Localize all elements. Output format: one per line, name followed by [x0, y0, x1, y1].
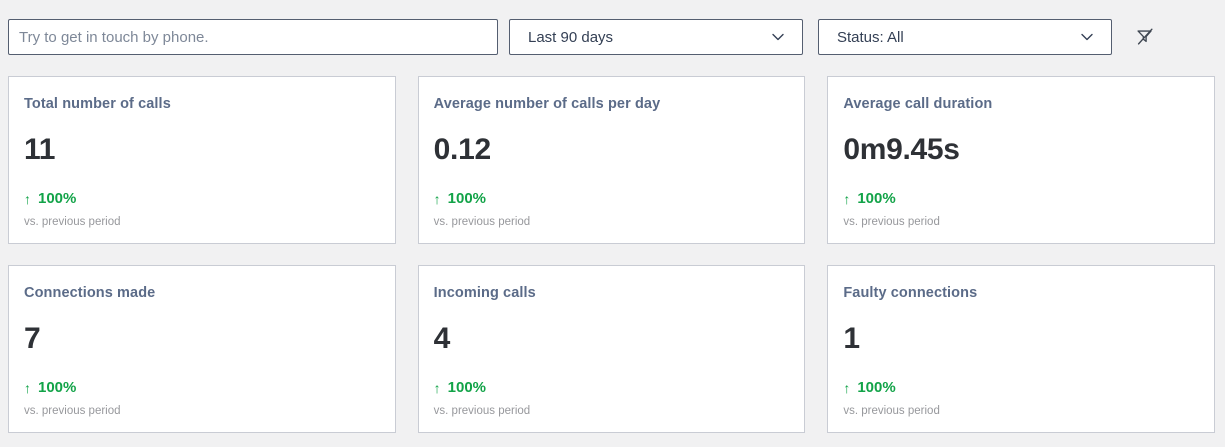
trend-up-arrow-icon: ↑ — [843, 190, 851, 207]
comparison-label: vs. previous period — [843, 405, 940, 417]
trend-value: 100% — [38, 379, 77, 396]
clear-filters-button[interactable] — [1131, 23, 1159, 51]
comparison-label: vs. previous period — [843, 216, 940, 228]
comparison-label: vs. previous period — [433, 405, 531, 417]
trend-up-arrow-icon: ↑ — [433, 190, 441, 207]
stat-card-connections-made: Connections made 7 ↑ 100% vs. previous p… — [8, 265, 396, 433]
chevron-down-icon — [772, 33, 784, 41]
trend: ↑ 100% — [24, 190, 379, 207]
stat-card-incoming-calls: Incoming calls 4 ↑ 100% vs. previous per… — [417, 265, 806, 433]
trend-up-arrow-icon: ↑ — [433, 379, 441, 396]
card-value: 4 — [433, 322, 451, 355]
trend-up-arrow-icon: ↑ — [24, 379, 31, 396]
status-value: Status: All — [837, 28, 904, 46]
trend-value: 100% — [857, 379, 896, 396]
trend: ↑ 100% — [24, 379, 379, 396]
card-value: 1 — [843, 322, 860, 355]
card-value: 11 — [24, 133, 56, 166]
filter-off-icon — [1137, 28, 1153, 45]
search-input[interactable] — [8, 19, 498, 55]
trend-up-arrow-icon: ↑ — [24, 190, 31, 207]
trend-value: 100% — [447, 379, 487, 396]
stat-card-avg-calls-per-day: Average number of calls per day 0.12 ↑ 1… — [417, 76, 806, 244]
stat-card-avg-call-duration: Average call duration 0m9.45s ↑ 100% vs.… — [827, 76, 1215, 244]
card-value: 0m9.45s — [843, 133, 960, 166]
filter-bar: Last 90 days Status: All — [8, 19, 1215, 55]
trend: ↑ 100% — [434, 190, 789, 207]
comparison-label: vs. previous period — [24, 405, 121, 417]
chevron-down-icon — [1081, 33, 1093, 41]
trend-value: 100% — [447, 190, 487, 207]
card-value: 7 — [24, 322, 41, 355]
stat-card-faulty-connections: Faulty connections 1 ↑ 100% vs. previous… — [827, 265, 1215, 433]
status-select[interactable]: Status: All — [818, 19, 1112, 55]
stat-card-total-calls: Total number of calls 11 ↑ 100% vs. prev… — [8, 76, 396, 244]
card-title: Total number of calls — [24, 96, 171, 112]
trend-up-arrow-icon: ↑ — [843, 379, 851, 396]
trend-value: 100% — [857, 190, 896, 207]
trend: ↑ 100% — [434, 379, 789, 396]
card-title: Average call duration — [843, 96, 993, 112]
stat-cards-grid: Total number of calls 11 ↑ 100% vs. prev… — [8, 76, 1215, 433]
date-range-value: Last 90 days — [528, 28, 614, 46]
card-title: Connections made — [24, 285, 156, 301]
trend: ↑ 100% — [843, 190, 1198, 207]
trend: ↑ 100% — [843, 379, 1198, 396]
comparison-label: vs. previous period — [433, 216, 531, 228]
date-range-select[interactable]: Last 90 days — [509, 19, 803, 55]
comparison-label: vs. previous period — [24, 216, 121, 228]
trend-value: 100% — [38, 190, 77, 207]
card-title: Average number of calls per day — [433, 96, 661, 112]
card-value: 0.12 — [433, 133, 492, 166]
card-title: Incoming calls — [433, 285, 536, 301]
card-title: Faulty connections — [843, 285, 978, 301]
